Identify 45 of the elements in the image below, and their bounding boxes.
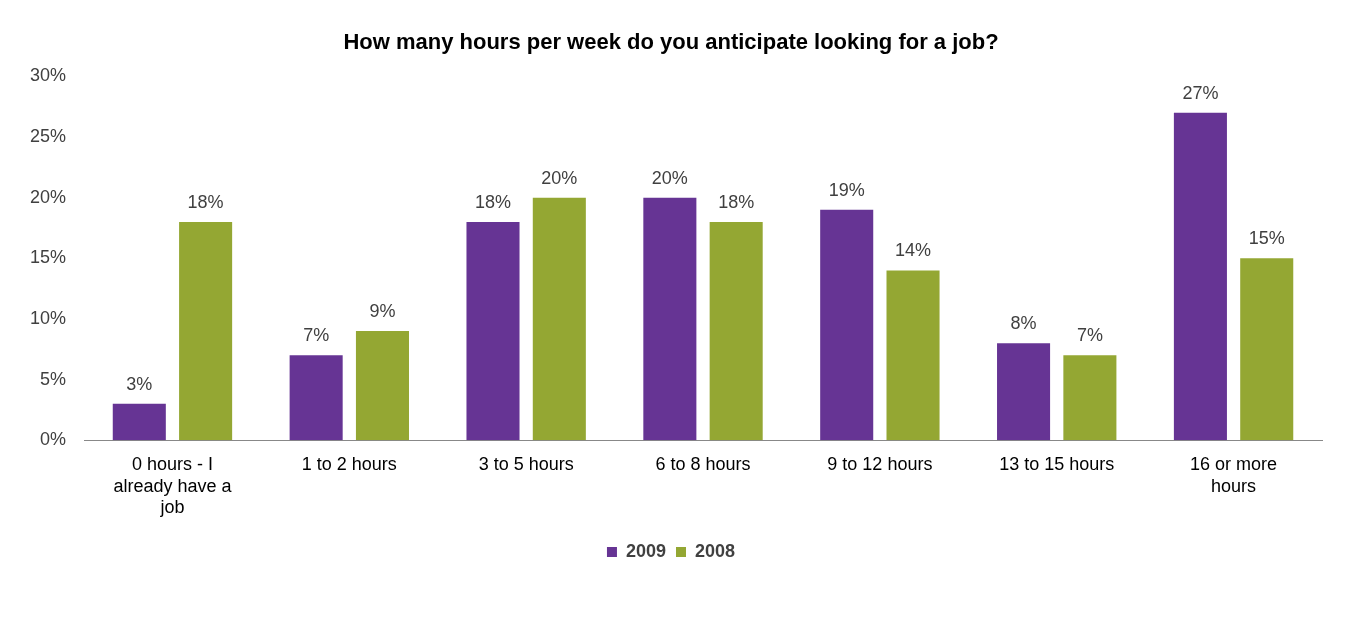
bar	[532, 197, 586, 441]
bar	[355, 331, 409, 441]
bar	[886, 270, 940, 441]
data-label: 7%	[1076, 325, 1103, 346]
data-label: 15%	[1248, 228, 1285, 249]
data-label: 19%	[828, 179, 865, 200]
data-label: 20%	[541, 167, 578, 188]
data-label: 7%	[303, 325, 330, 346]
data-label: 3%	[126, 373, 153, 394]
legend-label: 2008	[695, 540, 736, 561]
bar	[466, 221, 520, 441]
y-tick-label: 0%	[40, 429, 67, 450]
data-label: 9%	[369, 301, 396, 322]
data-label: 18%	[187, 191, 224, 212]
y-tick-label: 25%	[30, 126, 67, 146]
x-tick-label: 9 to 12 hours	[827, 453, 933, 474]
legend-label: 2009	[625, 540, 666, 561]
bar	[643, 197, 697, 441]
bar	[820, 209, 874, 441]
data-label: 14%	[895, 240, 932, 261]
data-label: 27%	[1182, 82, 1219, 103]
bar	[1173, 112, 1227, 441]
y-tick-label: 15%	[30, 247, 67, 268]
bar	[112, 403, 166, 441]
x-tick-label: 3 to 5 hours	[478, 453, 574, 474]
chart-title: How many hours per week do you anticipate looking for a job?	[343, 29, 999, 55]
bar	[289, 355, 343, 441]
x-tick-label: 0 hours - I already have a job	[113, 453, 233, 518]
bar	[997, 343, 1051, 441]
y-tick-label: 30%	[30, 65, 67, 86]
y-tick-label: 10%	[30, 307, 67, 328]
y-tick-label: 5%	[40, 368, 67, 389]
x-tick-label: 1 to 2 hours	[301, 453, 397, 474]
x-tick-label: 13 to 15 hours	[999, 453, 1115, 474]
x-tick-label: 16 or more hours	[1190, 453, 1278, 496]
data-label: 18%	[474, 191, 512, 212]
bar	[709, 221, 763, 441]
bar	[1063, 355, 1117, 441]
data-label: 20%	[651, 167, 688, 188]
bar	[1240, 258, 1294, 441]
x-tick-label: 6 to 8 hours	[655, 453, 751, 474]
bar	[179, 221, 233, 441]
y-tick-label: 20%	[30, 186, 67, 207]
data-label: 8%	[1010, 313, 1037, 334]
data-label: 18%	[718, 191, 755, 212]
